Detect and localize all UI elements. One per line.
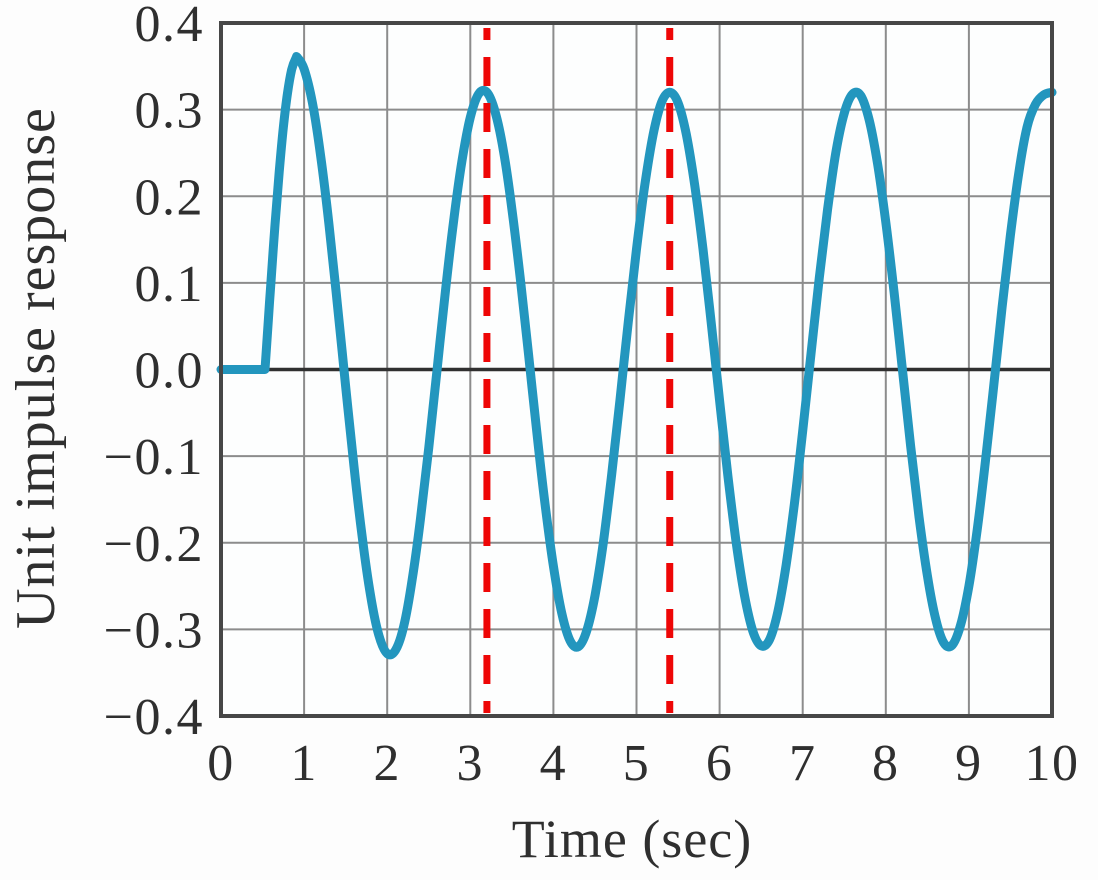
x-axis-title: Time (sec) <box>511 809 753 869</box>
x-tick-label-5: 5 <box>623 735 651 792</box>
x-tick-label-7: 7 <box>789 735 817 792</box>
x-tick-label-9: 9 <box>955 735 983 792</box>
x-tick-label-0: 0 <box>207 735 235 792</box>
plot-frame <box>219 21 1054 718</box>
x-tick-label-3: 3 <box>457 735 485 792</box>
impulse-response-curve <box>216 52 1057 660</box>
y-tick-label-5: −0.1 <box>104 429 204 486</box>
x-tick-label-10: 10 <box>1025 735 1080 792</box>
y-tick-label-7: −0.3 <box>104 602 204 659</box>
y-tick-label-4: 0.0 <box>135 343 205 400</box>
y-tick-label-8: −0.4 <box>104 689 204 746</box>
y-axis-title: Unit impulse response <box>5 107 67 629</box>
x-tick-label-4: 4 <box>540 735 568 792</box>
x-tick-label-6: 6 <box>706 735 734 792</box>
x-tick-label-1: 1 <box>290 735 318 792</box>
y-tick-label-1: 0.3 <box>135 83 205 140</box>
y-tick-label-0: 0.4 <box>135 0 205 53</box>
x-tick-label-8: 8 <box>872 735 900 792</box>
x-tick-label-2: 2 <box>373 735 401 792</box>
y-tick-label-2: 0.2 <box>135 169 205 226</box>
y-tick-label-6: −0.2 <box>104 516 204 573</box>
y-tick-label-3: 0.1 <box>135 256 205 313</box>
